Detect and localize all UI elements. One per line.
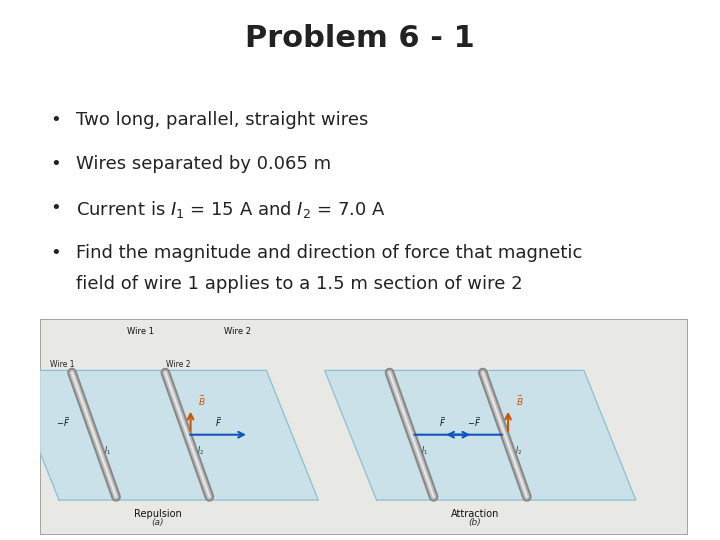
Text: Repulsion: Repulsion xyxy=(134,509,181,519)
Text: $\vec{B}$: $\vec{B}$ xyxy=(198,394,206,408)
Text: Wire 1: Wire 1 xyxy=(127,327,153,336)
Text: $\vec{F}$: $\vec{F}$ xyxy=(215,415,222,429)
Text: $\vec{F}$: $\vec{F}$ xyxy=(439,415,446,429)
Polygon shape xyxy=(325,370,636,500)
Text: Problem 6 - 1: Problem 6 - 1 xyxy=(245,24,475,53)
Text: $\it{I}_1$: $\it{I}_1$ xyxy=(104,444,111,457)
Text: $\it{I}_2$: $\it{I}_2$ xyxy=(197,444,204,457)
Text: Wire 1: Wire 1 xyxy=(50,360,75,369)
Text: $\it{I}_2$: $\it{I}_2$ xyxy=(515,444,522,457)
Text: Find the magnitude and direction of force that magnetic: Find the magnitude and direction of forc… xyxy=(76,244,582,261)
Text: •: • xyxy=(50,155,61,173)
Text: Current is $I_1$ = 15 A and $I_2$ = 7.0 A: Current is $I_1$ = 15 A and $I_2$ = 7.0 … xyxy=(76,199,385,220)
Text: $\vec{B}$: $\vec{B}$ xyxy=(516,394,523,408)
Text: $-\vec{F}$: $-\vec{F}$ xyxy=(467,415,481,429)
Text: •: • xyxy=(50,111,61,129)
Text: •: • xyxy=(50,199,61,217)
Text: $-\vec{F}$: $-\vec{F}$ xyxy=(56,415,71,429)
Text: $\it{I}_1$: $\it{I}_1$ xyxy=(421,444,428,457)
Text: Wires separated by 0.065 m: Wires separated by 0.065 m xyxy=(76,155,330,173)
FancyBboxPatch shape xyxy=(40,319,688,535)
Text: Wire 2: Wire 2 xyxy=(166,360,191,369)
Text: (a): (a) xyxy=(151,518,163,528)
Text: Attraction: Attraction xyxy=(451,509,499,519)
Text: •: • xyxy=(50,244,61,261)
Text: field of wire 1 applies to a 1.5 m section of wire 2: field of wire 1 applies to a 1.5 m secti… xyxy=(76,275,522,293)
Text: Two long, parallel, straight wires: Two long, parallel, straight wires xyxy=(76,111,368,129)
Text: Wire 2: Wire 2 xyxy=(224,327,251,336)
Text: (b): (b) xyxy=(469,518,482,528)
Polygon shape xyxy=(7,370,318,500)
